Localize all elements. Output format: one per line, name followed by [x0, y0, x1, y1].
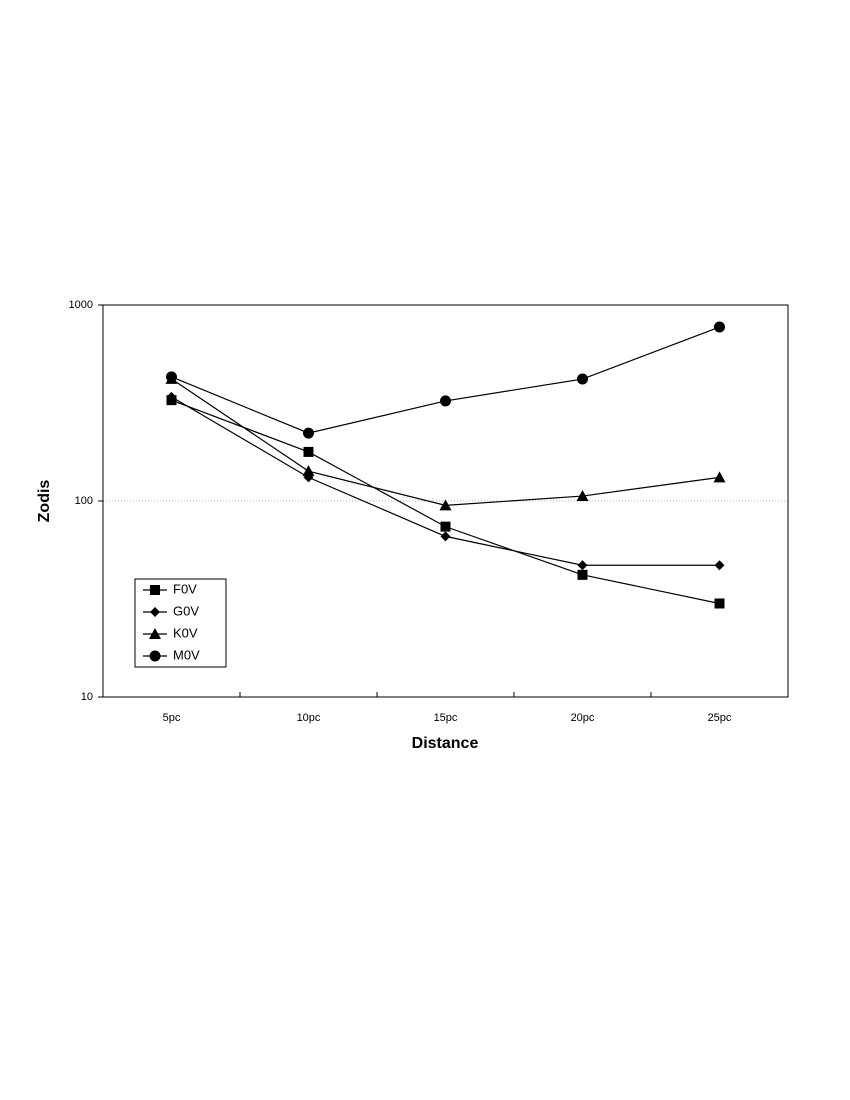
y-tick-label: 100 [75, 495, 93, 507]
marker [577, 560, 588, 571]
legend-label: K0V [173, 625, 198, 640]
legend-marker [149, 628, 161, 639]
legend-label: G0V [173, 603, 199, 618]
plot-frame [102, 304, 789, 698]
legend-marker [150, 607, 160, 617]
marker [440, 521, 451, 532]
y-axis-label: Zodis [36, 480, 53, 523]
marker [303, 446, 314, 457]
x-tick-label: 25pc [708, 712, 732, 724]
marker [577, 569, 588, 580]
marker [714, 321, 725, 333]
marker [166, 391, 177, 402]
x-tick-label: 15pc [434, 712, 458, 724]
marker [302, 465, 315, 477]
legend-label: F0V [173, 581, 197, 596]
legend-label: M0V [173, 647, 200, 662]
y-tick-label: 1000 [69, 299, 93, 311]
series-line [171, 326, 720, 434]
x-axis-label: Distance [412, 735, 479, 752]
marker [714, 560, 725, 571]
marker [440, 531, 451, 542]
marker [714, 598, 725, 609]
marker [440, 395, 451, 407]
marker [576, 490, 589, 502]
marker [577, 373, 588, 385]
y-tick-label: 10 [81, 691, 93, 703]
marker [439, 499, 452, 511]
x-tick-label: 20pc [571, 712, 595, 724]
x-tick-label: 5pc [163, 712, 181, 724]
marker [166, 371, 177, 383]
x-tick-label: 10pc [297, 712, 321, 724]
legend-marker [149, 650, 161, 662]
legend-marker [150, 585, 160, 595]
marker [713, 471, 726, 483]
marker [303, 427, 314, 439]
